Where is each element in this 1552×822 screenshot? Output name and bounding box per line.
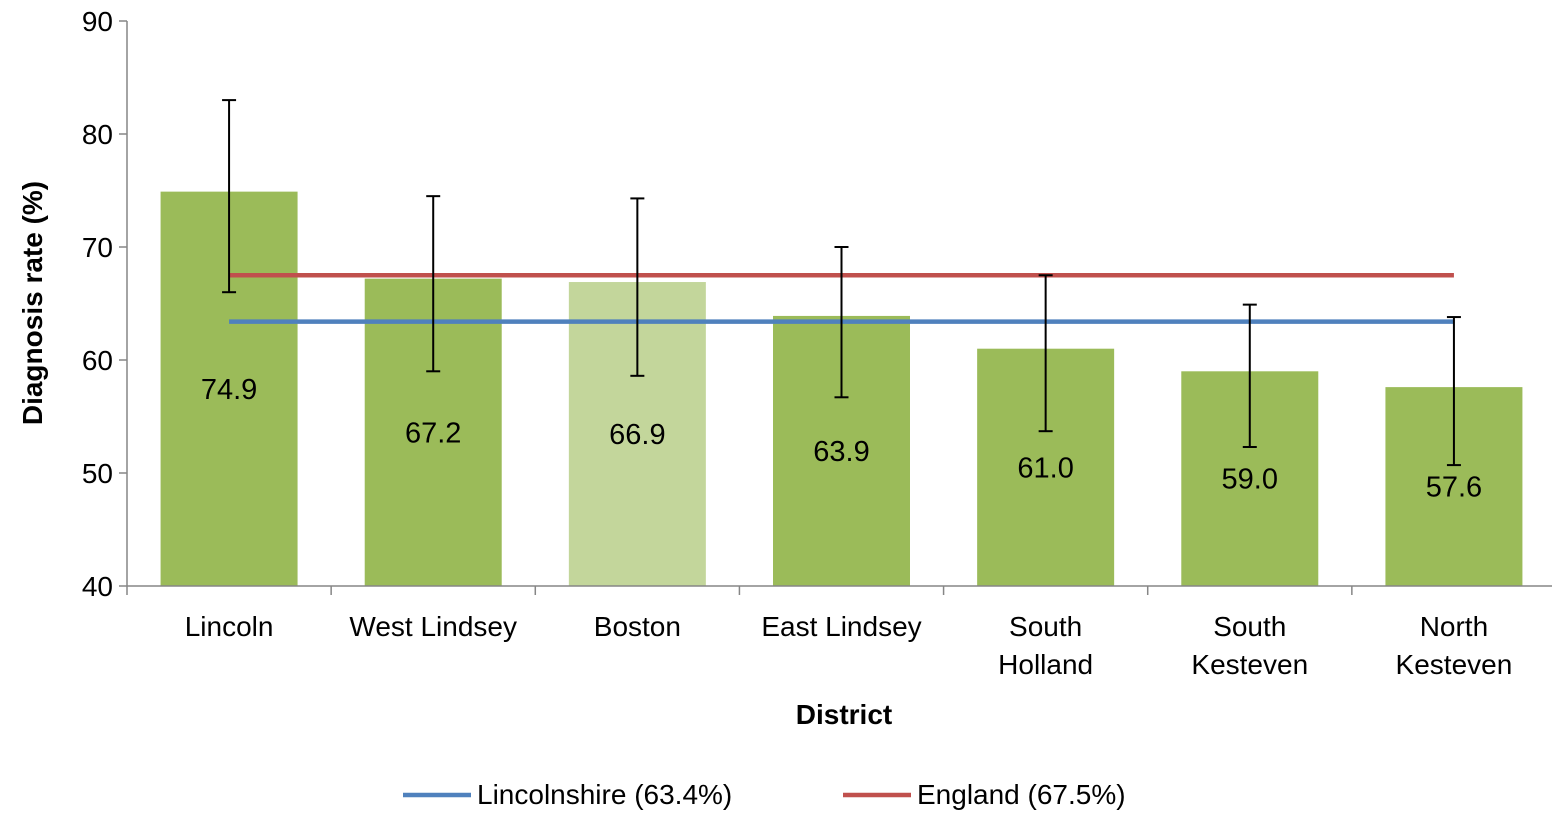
data-label: 66.9 — [609, 419, 665, 451]
y-tick-label: 70 — [82, 232, 113, 263]
data-label: 57.6 — [1426, 472, 1482, 504]
y-tick-label: 60 — [82, 345, 113, 376]
y-tick-label: 50 — [82, 458, 113, 489]
x-axis-title: District — [796, 699, 892, 730]
data-label: 61.0 — [1017, 452, 1073, 484]
data-label: 59.0 — [1222, 464, 1278, 496]
x-tick-label: Boston — [594, 611, 681, 642]
x-tick-label: West Lindsey — [349, 611, 517, 642]
x-tick-label: South — [1009, 611, 1082, 642]
x-tick-label: Kesteven — [1191, 649, 1308, 680]
data-label: 74.9 — [201, 374, 257, 406]
y-axis-title: Diagnosis rate (%) — [17, 181, 48, 425]
legend-label: England (67.5%) — [917, 779, 1126, 810]
x-tick-label: North — [1420, 611, 1488, 642]
data-label: 63.9 — [813, 436, 869, 468]
y-tick-label: 80 — [82, 119, 113, 150]
legend-label: Lincolnshire (63.4%) — [477, 779, 732, 810]
x-tick-label: Lincoln — [185, 611, 274, 642]
data-label: 67.2 — [405, 417, 461, 449]
y-tick-label: 90 — [82, 6, 113, 37]
y-tick-label: 40 — [82, 571, 113, 602]
x-tick-label: East Lindsey — [761, 611, 921, 642]
x-tick-label: South — [1213, 611, 1286, 642]
x-tick-label: Holland — [998, 649, 1093, 680]
x-tick-label: Kesteven — [1396, 649, 1513, 680]
